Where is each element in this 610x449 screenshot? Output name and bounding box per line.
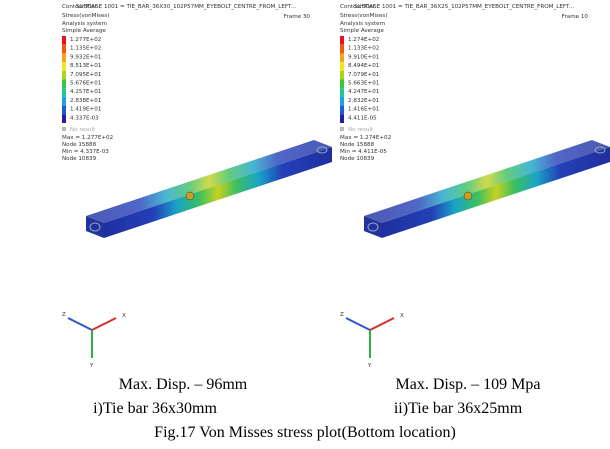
system-label: Analysis system [340, 21, 385, 27]
stress-peak [186, 192, 194, 200]
legend-value: 4.337E-03 [70, 115, 99, 121]
legend-value: 1.277E+02 [70, 37, 101, 43]
legend-swatch [340, 71, 344, 80]
legend-swatch [62, 53, 66, 62]
axis-x [92, 318, 116, 330]
legend-value: 1.133E+02 [348, 46, 379, 52]
legend-swatch [340, 114, 344, 123]
max-displacement: Max. Disp. – 96mm [119, 376, 248, 393]
legend-value: 2.832E+01 [348, 98, 380, 104]
legend-value: 2.838E+01 [70, 98, 102, 104]
stat-min-node: Node 10839 [340, 156, 375, 162]
legend-swatch [62, 71, 66, 80]
beam-top [364, 140, 610, 223]
beam-front [382, 147, 610, 238]
legend-value: 9.910E+01 [348, 54, 380, 60]
legend-swatch [340, 45, 344, 54]
legend-value: 8.494E+01 [348, 63, 380, 69]
legend-swatch [62, 88, 66, 97]
stat-min-node: Node 10839 [62, 156, 97, 162]
panel-label: ii)Tie bar 36x25mm [394, 400, 523, 417]
no-result-label: No result [348, 127, 374, 133]
legend-value: 1.419E+01 [70, 107, 102, 113]
figure: Fig.17 Von Misses stress plot(Bottom loc… [0, 0, 610, 449]
legend-swatch [62, 106, 66, 115]
legend-value: 8.513E+01 [70, 63, 102, 69]
legend-value: 5.676E+01 [70, 81, 102, 87]
legend-swatch [340, 88, 344, 97]
axis-label: X [122, 313, 126, 319]
stat-min: Min = 4.411E-05 [340, 149, 387, 155]
legend-swatch [340, 36, 344, 45]
axis-label: Z [340, 312, 344, 318]
no-result-label: No result [70, 127, 96, 133]
result-type: Stress(vonMises) [62, 13, 109, 19]
legend-swatch [340, 97, 344, 106]
axis-z [346, 318, 370, 330]
figure-caption: Fig.17 Von Misses stress plot(Bottom loc… [154, 424, 456, 441]
legend-value: 1.416E+01 [348, 107, 380, 113]
subcase-title: SUBCASE 1001 = TIE_BAR_36X30_102P57MM_EY… [76, 4, 296, 10]
legend-value: 4.411E-05 [348, 115, 377, 121]
subcase-title: SUBCASE 1001 = TIE_BAR_36X25_102P57MM_EY… [354, 4, 574, 10]
legend-value: 9.932E+01 [70, 54, 102, 60]
legend-swatch [340, 106, 344, 115]
legend-value: 5.663E+01 [348, 81, 380, 87]
legend-swatch [62, 114, 66, 123]
result-type: Stress(vonMises) [340, 13, 387, 19]
stat-max-node: Node 15888 [62, 142, 97, 148]
beam-front [104, 147, 332, 238]
axis-z [68, 318, 92, 330]
legend-value: 4.257E+01 [70, 89, 102, 95]
legend-swatch [340, 62, 344, 71]
stat-max: Max = 1.274E+02 [340, 135, 391, 141]
legend-value: 7.079E+01 [348, 72, 380, 78]
legend-swatch [340, 80, 344, 89]
stress-peak [464, 192, 472, 200]
system-label: Analysis system [62, 21, 107, 27]
legend-swatch [62, 62, 66, 71]
averaging-label: Simple Average [340, 28, 384, 34]
legend-value: 4.247E+01 [348, 89, 380, 95]
max-displacement: Max. Disp. – 109 Mpa [396, 376, 541, 393]
legend-swatch [62, 36, 66, 45]
legend-swatch [340, 53, 344, 62]
axis-label: Z [62, 312, 66, 318]
legend-value: 7.095E+01 [70, 72, 102, 78]
frame-label: Frame 30 [284, 14, 311, 20]
axis-label: Y [367, 363, 372, 369]
panel-label: i)Tie bar 36x30mm [93, 400, 217, 417]
axis-label: X [400, 313, 404, 319]
legend-value: 1.135E+02 [70, 46, 101, 52]
no-result-swatch [340, 127, 344, 131]
frame-label: Frame 10 [562, 14, 589, 20]
axis-label: Y [89, 363, 94, 369]
legend-swatch [62, 97, 66, 106]
beam-top [86, 140, 332, 223]
legend-value: 1.274E+02 [348, 37, 379, 43]
no-result-swatch [62, 127, 66, 131]
stat-min: Min = 4.337E-03 [62, 149, 109, 155]
averaging-label: Simple Average [62, 28, 106, 34]
axis-x [370, 318, 394, 330]
stat-max: Max = 1.277E+02 [62, 135, 113, 141]
legend-swatch [62, 80, 66, 89]
legend-swatch [62, 45, 66, 54]
stat-max-node: Node 15888 [340, 142, 375, 148]
